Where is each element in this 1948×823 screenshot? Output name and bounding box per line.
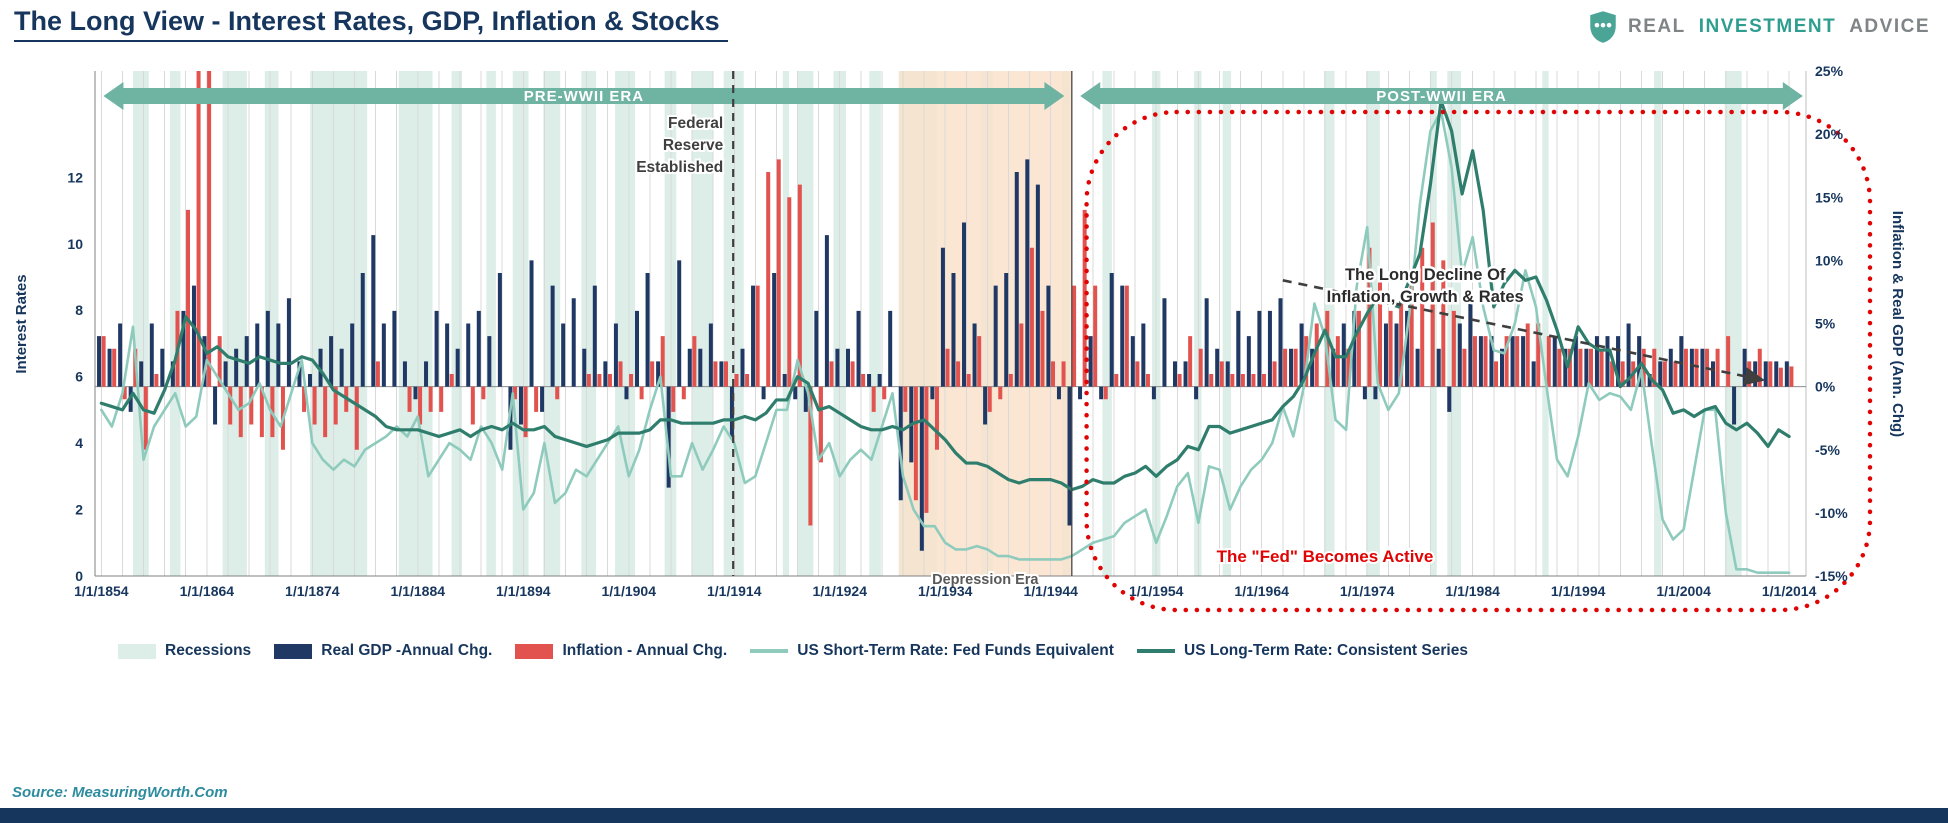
recessions-swatch bbox=[118, 643, 156, 659]
right-axis-labels: 25% 20% 15% 10% 5% 0% -5% -10% -15% bbox=[1815, 63, 1848, 584]
svg-text:-5%: -5% bbox=[1815, 442, 1840, 458]
svg-text:12: 12 bbox=[67, 169, 83, 185]
left-axis-labels: 0 2 4 6 8 10 12 bbox=[67, 169, 83, 584]
svg-text:Depression Era: Depression Era bbox=[932, 572, 1039, 588]
svg-text:The Long Decline Of: The Long Decline Of bbox=[1345, 266, 1506, 284]
footer-bar bbox=[0, 808, 1948, 823]
left-axis-title: Interest Rates bbox=[13, 274, 30, 373]
brand-word-investment: INVESTMENT bbox=[1698, 16, 1837, 37]
svg-text:1/1/1874: 1/1/1874 bbox=[285, 583, 340, 599]
svg-text:-15%: -15% bbox=[1815, 568, 1848, 584]
legend-label: Real GDP -Annual Chg. bbox=[321, 642, 493, 659]
short-rate-swatch bbox=[750, 649, 789, 653]
svg-text:1/1/1924: 1/1/1924 bbox=[812, 583, 867, 599]
svg-text:4: 4 bbox=[75, 435, 83, 451]
svg-text:Established: Established bbox=[636, 159, 723, 176]
inflation-bars bbox=[101, 71, 1794, 526]
chart-area: PRE-WWII ERA POST-WWII ERA Federal Reserve E… bbox=[0, 56, 1948, 616]
legend-item-inflation: Inflation - Annual Chg. bbox=[515, 642, 727, 660]
svg-text:-10%: -10% bbox=[1815, 505, 1848, 521]
source-credit: Source: MeasuringWorth.Com bbox=[12, 784, 228, 801]
svg-text:The "Fed" Becomes Active: The "Fed" Becomes Active bbox=[1217, 547, 1434, 566]
svg-text:1/1/1854: 1/1/1854 bbox=[74, 583, 129, 599]
pre-wwii-arrow: PRE-WWII ERA bbox=[103, 82, 1065, 110]
short-rate-line bbox=[100, 109, 1791, 574]
post-wwii-arrow: POST-WWII ERA bbox=[1080, 82, 1803, 110]
brand-word-real: REAL bbox=[1628, 16, 1686, 37]
svg-text:1/1/2014: 1/1/2014 bbox=[1762, 583, 1817, 599]
brand-logo: REAL INVESTMENT ADVICE bbox=[1588, 10, 1930, 44]
header: The Long View - Interest Rates, GDP, Inf… bbox=[0, 0, 1948, 56]
svg-text:1/1/1934: 1/1/1934 bbox=[918, 583, 973, 599]
svg-text:15%: 15% bbox=[1815, 189, 1844, 205]
svg-text:8: 8 bbox=[75, 302, 83, 318]
svg-text:1/1/1914: 1/1/1914 bbox=[707, 583, 762, 599]
gdp-swatch bbox=[274, 643, 313, 659]
svg-text:Reserve: Reserve bbox=[663, 137, 724, 154]
chart-legend: Recessions Real GDP -Annual Chg. Inflati… bbox=[118, 642, 1468, 660]
svg-text:1/1/1984: 1/1/1984 bbox=[1445, 583, 1500, 599]
svg-text:1/1/2004: 1/1/2004 bbox=[1656, 583, 1711, 599]
gridlines bbox=[100, 71, 1790, 576]
svg-text:10: 10 bbox=[67, 236, 83, 252]
svg-text:Interest Rates: Interest Rates bbox=[13, 274, 30, 373]
legend-label: Recessions bbox=[165, 642, 252, 659]
depression-era-label: Depression Era bbox=[930, 570, 1041, 590]
brand-word-advice: ADVICE bbox=[1849, 16, 1930, 37]
svg-text:6: 6 bbox=[75, 369, 83, 385]
svg-text:1/1/1994: 1/1/1994 bbox=[1551, 583, 1606, 599]
svg-text:1/1/1904: 1/1/1904 bbox=[602, 583, 657, 599]
svg-text:1/1/1884: 1/1/1884 bbox=[391, 583, 446, 599]
legend-label: US Long-Term Rate: Consistent Series bbox=[1184, 642, 1468, 659]
svg-text:5%: 5% bbox=[1815, 316, 1836, 332]
svg-text:1/1/1954: 1/1/1954 bbox=[1129, 583, 1184, 599]
long-decline-annotation: The Long Decline Of Inflation, Growth & R… bbox=[1282, 264, 1766, 386]
svg-text:0: 0 bbox=[75, 568, 83, 584]
svg-text:20%: 20% bbox=[1815, 126, 1844, 142]
svg-text:1/1/1944: 1/1/1944 bbox=[1023, 583, 1078, 599]
svg-text:PRE-WWII ERA: PRE-WWII ERA bbox=[524, 88, 644, 105]
svg-text:1/1/1964: 1/1/1964 bbox=[1234, 583, 1289, 599]
svg-text:10%: 10% bbox=[1815, 252, 1844, 268]
long-rate-swatch bbox=[1137, 649, 1176, 653]
fed-established-annotation: Federal Reserve Established bbox=[634, 71, 735, 576]
long-view-chart: PRE-WWII ERA POST-WWII ERA Federal Reserve E… bbox=[13, 63, 1906, 613]
inflation-swatch bbox=[515, 643, 554, 659]
axes-frame bbox=[94, 71, 1807, 577]
svg-text:Federal: Federal bbox=[668, 115, 723, 132]
page-title: The Long View - Interest Rates, GDP, Inf… bbox=[14, 6, 728, 42]
legend-item-real-gdp: Real GDP -Annual Chg. bbox=[274, 642, 492, 660]
svg-text:1/1/1864: 1/1/1864 bbox=[180, 583, 235, 599]
svg-text:Inflation & Real GDP (Ann. Chg: Inflation & Real GDP (Ann. Chg) bbox=[1889, 211, 1906, 437]
svg-text:0%: 0% bbox=[1815, 379, 1836, 395]
svg-text:2: 2 bbox=[75, 502, 83, 518]
legend-item-short-term-rate: US Short-Term Rate: Fed Funds Equivalent bbox=[750, 642, 1114, 660]
legend-item-long-term-rate: US Long-Term Rate: Consistent Series bbox=[1137, 642, 1468, 660]
svg-text:POST-WWII ERA: POST-WWII ERA bbox=[1376, 88, 1507, 105]
svg-text:1/1/1974: 1/1/1974 bbox=[1340, 583, 1395, 599]
legend-label: US Short-Term Rate: Fed Funds Equivalent bbox=[797, 642, 1114, 659]
fed-active-annotation: The "Fed" Becomes Active bbox=[1084, 109, 1873, 613]
right-axis-title: Inflation & Real GDP (Ann. Chg) bbox=[1889, 211, 1906, 437]
svg-text:Inflation, Growth & Rates: Inflation, Growth & Rates bbox=[1327, 288, 1524, 306]
legend-label: Inflation - Annual Chg. bbox=[562, 642, 728, 659]
x-axis-labels: 1/1/1854 1/1/1864 1/1/1874 1/1/1884 1/1/1894… bbox=[74, 583, 1817, 599]
svg-text:25%: 25% bbox=[1815, 63, 1844, 79]
shield-icon bbox=[1590, 11, 1616, 43]
legend-item-recessions: Recessions bbox=[118, 642, 251, 660]
long-rate-line bbox=[99, 99, 1791, 492]
svg-text:1/1/1894: 1/1/1894 bbox=[496, 583, 551, 599]
